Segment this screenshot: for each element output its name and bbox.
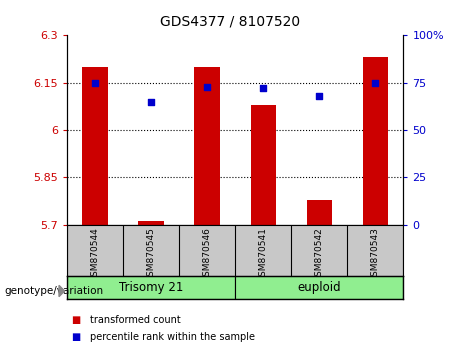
Polygon shape [59,285,65,297]
Text: GSM870542: GSM870542 [315,227,324,282]
Bar [363,57,388,225]
Bar [307,200,332,225]
Text: ■: ■ [71,332,81,342]
Bar [138,221,164,225]
Text: euploid: euploid [297,281,341,294]
Text: ■: ■ [71,315,81,325]
Bar [82,67,107,225]
Point [147,99,154,104]
Text: GSM870544: GSM870544 [90,227,100,282]
Text: percentile rank within the sample: percentile rank within the sample [90,332,255,342]
Text: GSM870541: GSM870541 [259,227,268,282]
Text: GSM870546: GSM870546 [202,227,212,282]
Bar [195,67,220,225]
Bar [250,105,276,225]
FancyBboxPatch shape [67,276,235,299]
Text: transformed count: transformed count [90,315,181,325]
Text: GDS4377 / 8107520: GDS4377 / 8107520 [160,14,301,28]
FancyBboxPatch shape [235,276,403,299]
Text: Trisomy 21: Trisomy 21 [119,281,183,294]
Point [91,80,99,86]
Point [372,80,379,86]
Text: genotype/variation: genotype/variation [5,286,104,296]
Point [315,93,323,99]
Text: GSM870543: GSM870543 [371,227,380,282]
Point [260,86,267,91]
Point [203,84,211,89]
Text: GSM870545: GSM870545 [147,227,155,282]
